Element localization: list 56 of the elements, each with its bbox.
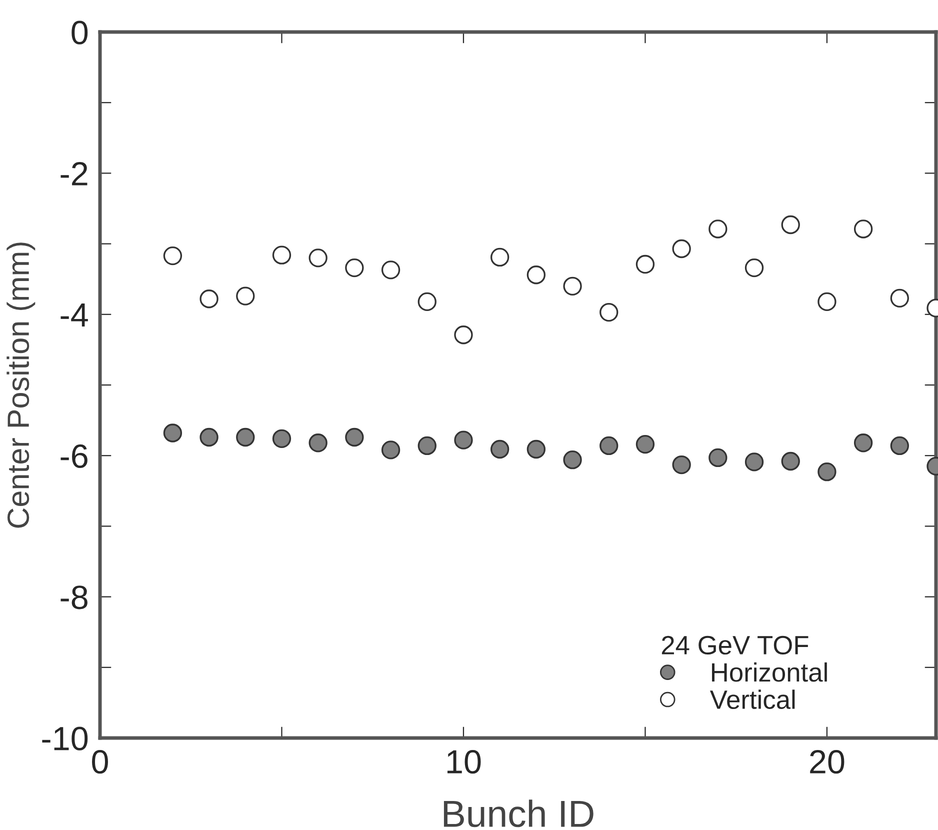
point xyxy=(818,292,836,312)
y-tick-label: -6 xyxy=(60,444,88,468)
point xyxy=(454,430,473,450)
legend-label: Vertical xyxy=(710,690,795,710)
point xyxy=(454,326,473,344)
point xyxy=(708,220,728,238)
y-tick-label: -10 xyxy=(42,726,88,750)
point xyxy=(781,452,800,471)
point xyxy=(672,455,691,474)
y-tick-label: 0 xyxy=(72,20,88,44)
point xyxy=(600,302,618,322)
point xyxy=(272,429,292,448)
x-tick-label: 20 xyxy=(810,750,844,774)
point xyxy=(345,428,364,447)
point xyxy=(236,286,255,306)
point xyxy=(781,215,800,234)
point xyxy=(236,428,255,447)
point xyxy=(490,440,510,459)
point xyxy=(890,288,909,308)
point xyxy=(308,434,328,452)
x-axis-title: Bunch ID xyxy=(444,800,594,828)
legend-title: 24 GeV TOF xyxy=(662,636,808,655)
point xyxy=(890,436,909,456)
point xyxy=(744,452,764,472)
point xyxy=(744,258,764,278)
point xyxy=(308,248,328,268)
point xyxy=(854,220,873,238)
point xyxy=(563,450,582,470)
point xyxy=(563,276,582,296)
point xyxy=(381,260,400,280)
point xyxy=(526,266,546,284)
point xyxy=(636,254,655,274)
point xyxy=(526,440,546,459)
point xyxy=(672,239,691,258)
point xyxy=(200,290,218,308)
point xyxy=(708,448,728,468)
point xyxy=(272,246,292,264)
x-tick-label: 0 xyxy=(92,750,108,774)
point xyxy=(345,258,364,278)
point xyxy=(418,436,436,456)
y-axis-title: Center Position (mm) xyxy=(6,242,36,528)
point xyxy=(200,428,218,447)
point xyxy=(636,434,655,454)
x-tick-label: 10 xyxy=(447,750,481,774)
point xyxy=(163,246,182,266)
point xyxy=(490,248,510,267)
point xyxy=(163,424,182,442)
point xyxy=(381,440,400,460)
point xyxy=(418,292,436,312)
point xyxy=(854,434,873,452)
point xyxy=(818,462,836,482)
point xyxy=(600,436,618,456)
legend-label: Horizontal xyxy=(712,662,827,682)
y-tick-label: -2 xyxy=(60,162,88,186)
y-tick-label: -4 xyxy=(60,304,88,326)
y-tick-label: -8 xyxy=(60,586,88,610)
